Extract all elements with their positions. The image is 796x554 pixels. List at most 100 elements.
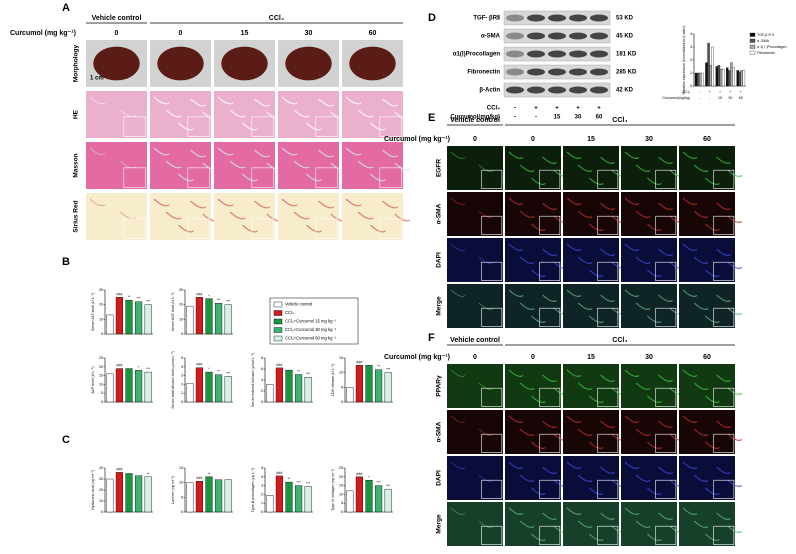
inset xyxy=(655,261,677,281)
legend-swatch xyxy=(273,301,283,308)
inset xyxy=(187,116,211,137)
dose-label: Curcumol (mg kg⁻¹) xyxy=(10,30,76,37)
micrograph xyxy=(86,142,147,189)
dose: 0 xyxy=(179,30,183,37)
dose: 15 xyxy=(587,354,595,361)
texture xyxy=(357,109,374,118)
texture xyxy=(635,302,651,310)
y-tick-label: 20 xyxy=(179,303,183,307)
micrograph xyxy=(505,364,561,408)
y-tick-label: 5 xyxy=(181,495,183,499)
texture xyxy=(293,109,310,118)
legend-swatch xyxy=(749,50,756,55)
blot-label: α1(Ⅰ)Procollagen xyxy=(453,51,500,58)
texture xyxy=(600,202,615,210)
y-tick-label: 15 xyxy=(99,374,103,378)
texture xyxy=(658,420,673,428)
texture xyxy=(566,243,582,251)
band xyxy=(506,50,524,58)
inset xyxy=(655,169,677,189)
texture xyxy=(658,248,673,256)
texture xyxy=(566,197,582,205)
texture xyxy=(693,382,709,390)
texture xyxy=(165,109,182,118)
texture xyxy=(450,415,466,423)
texture xyxy=(369,224,386,233)
row-label: Sirius Red xyxy=(73,200,80,232)
band xyxy=(506,86,524,94)
group-label: CCl₄ xyxy=(269,15,284,22)
inset xyxy=(379,116,403,137)
y-axis-label: Laminin (ng ml⁻¹) xyxy=(171,476,175,504)
significance: * xyxy=(208,367,210,371)
significance: ** xyxy=(288,477,291,481)
texture xyxy=(727,387,743,395)
inset xyxy=(187,218,211,239)
texture xyxy=(716,294,731,302)
panel-label: E xyxy=(428,112,435,124)
texture xyxy=(177,173,194,182)
texture xyxy=(89,147,106,156)
y-tick-label: 5 xyxy=(261,466,263,470)
inset xyxy=(123,116,147,137)
bar xyxy=(738,71,741,87)
texture xyxy=(542,248,557,256)
micrograph xyxy=(621,192,677,236)
texture xyxy=(600,512,615,520)
texture xyxy=(153,147,170,156)
inset xyxy=(481,307,503,327)
significance: ### xyxy=(196,292,202,296)
band xyxy=(548,68,566,76)
bar xyxy=(135,370,143,403)
inset xyxy=(481,261,503,281)
texture xyxy=(254,149,271,158)
significance: *** xyxy=(226,371,231,375)
texture xyxy=(635,474,651,482)
texture xyxy=(229,109,246,118)
bar xyxy=(266,495,274,513)
inset xyxy=(315,116,339,137)
texture xyxy=(566,289,582,297)
significance: * xyxy=(368,475,370,479)
texture xyxy=(478,164,494,172)
micrograph xyxy=(679,364,735,408)
y-tick-label: 0 xyxy=(101,332,103,336)
condition-value: + xyxy=(597,106,601,112)
micrograph xyxy=(621,456,677,500)
bar xyxy=(285,369,293,403)
micrograph xyxy=(621,410,677,454)
band xyxy=(527,14,545,22)
band xyxy=(527,50,545,58)
texture xyxy=(624,243,640,251)
condition-value: 30 xyxy=(728,96,732,100)
y-tick-label: 15 xyxy=(339,484,343,488)
condition-value: + xyxy=(740,90,742,94)
texture xyxy=(682,289,698,297)
inset xyxy=(713,215,735,235)
bar xyxy=(355,476,363,513)
bar xyxy=(215,303,223,335)
texture xyxy=(254,98,271,107)
texture xyxy=(519,382,535,390)
inset xyxy=(539,525,561,545)
y-tick-label: 8 xyxy=(261,356,263,360)
inset xyxy=(481,433,503,453)
y-tick-label: 30 xyxy=(179,288,183,292)
y-tick-label: 10 xyxy=(339,492,343,496)
bar xyxy=(186,383,194,403)
inset xyxy=(597,169,619,189)
micrograph xyxy=(342,193,403,240)
micrograph xyxy=(679,238,735,282)
texture xyxy=(577,520,593,528)
micrograph xyxy=(563,238,619,282)
micrograph xyxy=(679,410,735,454)
texture xyxy=(542,202,557,210)
micrograph xyxy=(505,146,561,190)
texture xyxy=(600,248,615,256)
texture xyxy=(241,173,258,182)
texture xyxy=(519,474,535,482)
y-tick-label: 4 xyxy=(261,378,263,382)
legend-label: CCl₄+Curcumol 60 mg kg⁻¹ xyxy=(285,336,337,341)
inset xyxy=(597,307,619,327)
texture xyxy=(450,197,466,205)
